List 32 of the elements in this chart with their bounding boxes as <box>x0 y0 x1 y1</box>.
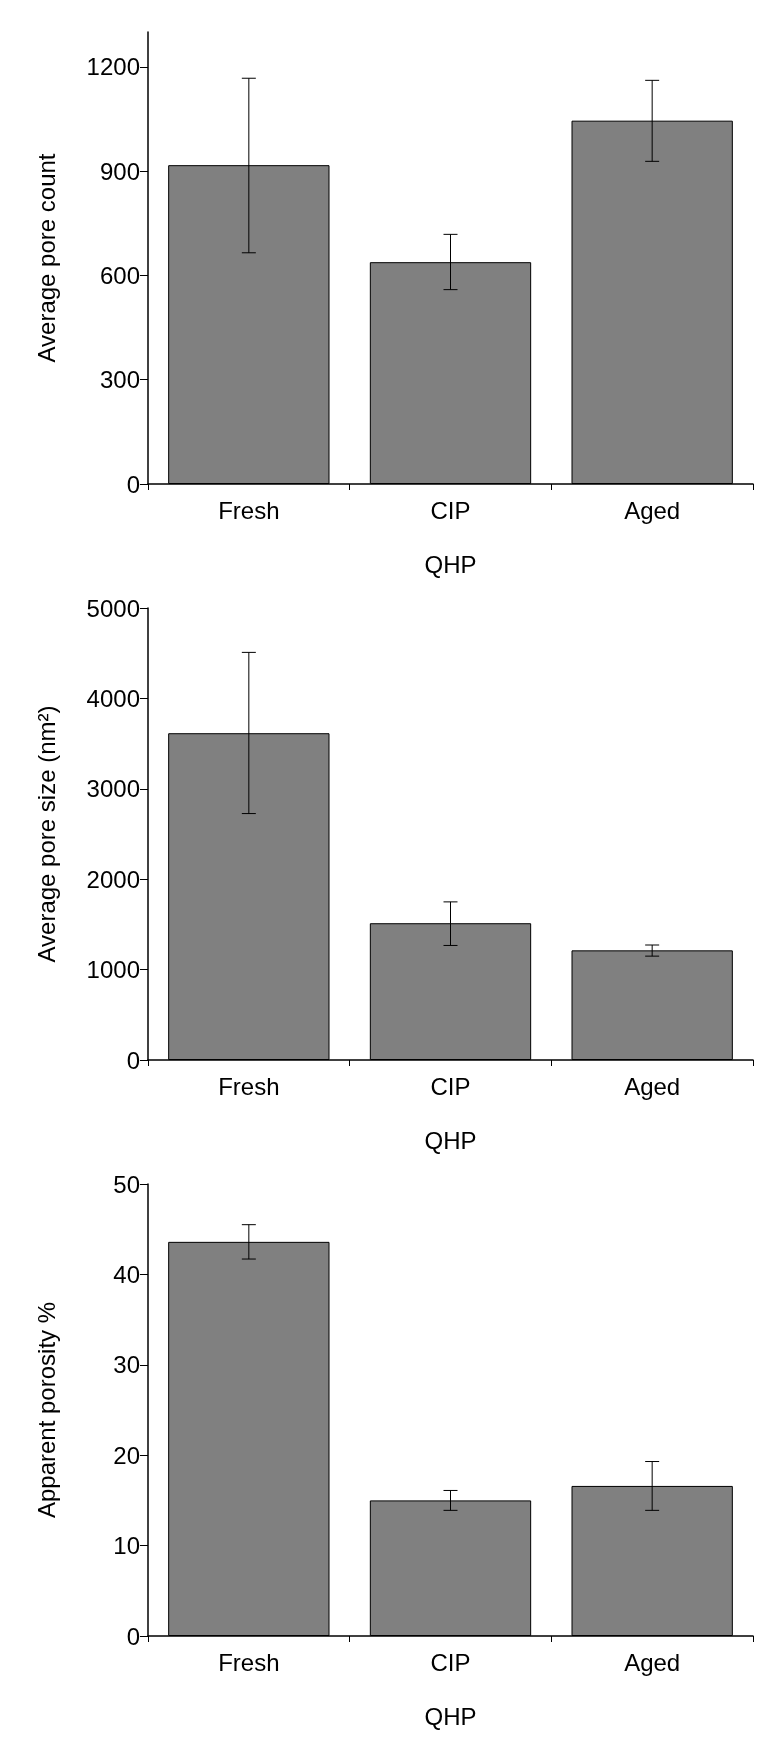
y-tick-label: 10 <box>113 1532 140 1560</box>
y-tick-label: 4000 <box>86 684 140 712</box>
x-tick-label: Fresh <box>218 496 280 524</box>
y-axis-title: Average pore size (nm²) <box>32 705 60 963</box>
x-axis-title: QHP <box>424 1126 477 1154</box>
y-tick-label: 0 <box>126 1622 140 1650</box>
y-tick-label: 3000 <box>86 775 140 803</box>
y-tick-label: 1200 <box>86 53 140 81</box>
y-axis-title: Average pore count <box>32 153 60 363</box>
x-tick-label: CIP <box>430 496 471 524</box>
y-tick-label: 0 <box>126 470 140 498</box>
y-axis-title: Apparent porosity % <box>32 1301 60 1519</box>
y-tick-label: 5000 <box>86 594 140 622</box>
x-tick-label: CIP <box>430 1648 471 1676</box>
x-axis-title: QHP <box>424 1702 477 1730</box>
y-tick-label: 40 <box>113 1260 140 1288</box>
x-tick-label: Aged <box>624 496 681 524</box>
y-tick-label: 50 <box>113 1170 140 1198</box>
x-axis-title: QHP <box>424 550 477 578</box>
y-tick-label: 0 <box>126 1046 140 1074</box>
x-tick-label: CIP <box>430 1072 471 1100</box>
x-tick-label: Aged <box>624 1648 681 1676</box>
y-tick-label: 20 <box>113 1441 140 1469</box>
y-tick-label: 30 <box>113 1351 140 1379</box>
y-tick-label: 1000 <box>86 956 140 984</box>
y-tick-label: 600 <box>99 261 140 289</box>
y-tick-label: 300 <box>99 366 140 394</box>
x-tick-label: Fresh <box>218 1072 280 1100</box>
y-tick-label: 900 <box>99 157 140 185</box>
x-tick-label: Fresh <box>218 1648 280 1676</box>
y-tick-label: 2000 <box>86 865 140 893</box>
x-tick-label: Aged <box>624 1072 681 1100</box>
